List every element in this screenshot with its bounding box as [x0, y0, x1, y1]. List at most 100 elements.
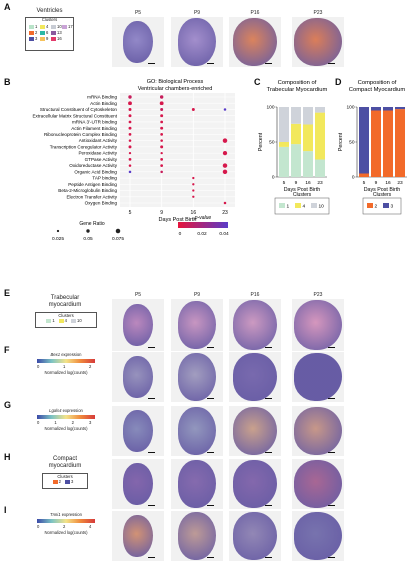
trabecular-tissue-section	[178, 301, 216, 349]
bar-title-1: Composition of	[358, 80, 397, 86]
cluster-id: 2	[35, 30, 38, 35]
go-dot	[128, 151, 132, 155]
go-term-label: GTPase Activity	[85, 157, 118, 162]
timepoint-label: P9	[193, 10, 201, 16]
expression-legend-title: Bex1 expression	[35, 352, 97, 357]
gene-name: Tnni1	[50, 512, 61, 517]
legend-item: 3	[65, 479, 73, 484]
go-dot	[160, 133, 164, 136]
lgals4-tissue-section	[233, 407, 277, 455]
scale-bar	[207, 398, 214, 400]
legend-label: 10	[77, 318, 82, 323]
panel-label-b: B	[4, 77, 11, 87]
go-dot	[128, 164, 132, 167]
go-term-label: Actin Filament Binding	[71, 126, 117, 131]
cluster-id: 13	[57, 30, 62, 35]
go-dot	[128, 95, 132, 99]
scale-bar	[328, 452, 335, 454]
timepoint-label: P9	[193, 292, 201, 298]
bar-title-2: Compact Myocardium	[349, 87, 406, 93]
go-dot	[222, 150, 228, 156]
legend-label: 3	[71, 479, 74, 484]
bar-segment	[315, 107, 325, 113]
color-legend-title: p-value	[194, 215, 212, 221]
ventricles-section-panel: P9	[171, 10, 223, 67]
legend-swatch	[71, 318, 76, 323]
expression-suffix: expression	[60, 352, 82, 357]
bex1-section-panel	[292, 352, 344, 402]
trabecular-tissue-section	[294, 300, 342, 350]
go-term-label: Peroxidase Activity	[78, 151, 117, 156]
bex1-expression-legend: Bex1 expression 0 1 2 Normalized log(counts)	[35, 352, 97, 382]
cluster-legend-item: 10	[51, 24, 62, 29]
bar-segment	[291, 107, 301, 124]
lgals4-section-panel	[112, 406, 164, 456]
expression-suffix: expression	[61, 408, 83, 413]
gradient-tick-label: 1	[63, 364, 66, 369]
compact-tissue-section	[294, 460, 342, 508]
cluster-legend-item: 4	[40, 24, 48, 29]
scale-bar	[328, 557, 335, 559]
bex1-tissue-section	[123, 356, 153, 398]
bar-legend-title: Clusters	[373, 192, 392, 198]
bar-segment	[371, 110, 381, 177]
scale-bar	[148, 557, 155, 559]
trabecular-legend-items: 1 4 10	[36, 318, 96, 323]
bex1-tissue-section	[294, 353, 342, 401]
lgals4-expression-legend: Lgals4 expression 0 1 2 3 Normalized log(coun…	[35, 408, 97, 438]
ventricles-tissue-section	[294, 18, 342, 66]
compact-tissue-section	[178, 460, 216, 508]
pvalue-gradient-bar	[178, 222, 228, 228]
go-term-label: Organic Acid Binding	[74, 169, 117, 174]
cluster-legend-item: 16	[51, 36, 62, 41]
go-term-label: Oxidoreductase Activity	[69, 163, 117, 168]
cluster-id: 9	[46, 36, 49, 41]
trabecular-legend-subtitle: Clusters	[58, 313, 74, 318]
bar-y-tick-label: 0	[272, 175, 275, 181]
panel-label-e: E	[4, 288, 11, 298]
cluster-legend-item: 2	[29, 30, 37, 35]
bar-y-tick-label: 50	[349, 140, 355, 146]
gradient-tick-label: 0	[37, 524, 40, 529]
cluster-id: 16	[57, 36, 62, 41]
go-dot	[223, 108, 227, 111]
ventricles-cluster-legend: Ventricles Clusters 1 2 3 4 6 9 10 13 16 17	[25, 8, 74, 51]
bar-legend-label: 2	[375, 204, 378, 210]
dotplot-title-1: GO: Biological Process	[147, 79, 204, 85]
timepoint-label: P23	[313, 10, 323, 16]
cluster-swatch	[40, 24, 45, 29]
bar-legend-label: 4	[303, 204, 306, 210]
panel-label-d: D	[335, 77, 342, 87]
size-legend-dot	[56, 229, 60, 233]
size-legend-title: Gene Ratio	[79, 221, 105, 227]
lgals4-tissue-section	[294, 407, 342, 455]
trabecular-section-panel: P5	[112, 292, 164, 351]
go-dot	[222, 163, 228, 168]
tnni1-section-panel	[229, 511, 281, 561]
bar-segment	[371, 107, 381, 111]
timepoint-label: P23	[313, 292, 323, 298]
go-dot	[160, 107, 164, 111]
bar-legend-label: 1	[287, 204, 290, 210]
bar-xlabel: Days Post Birth	[364, 187, 401, 193]
go-dot	[192, 195, 195, 198]
bex1-tissue-section	[178, 353, 216, 401]
legend-swatch	[46, 318, 52, 323]
expression-gradient-bar	[37, 415, 95, 419]
cluster-swatch	[29, 24, 34, 29]
bar-segment	[291, 123, 301, 145]
go-dot	[222, 138, 228, 143]
cluster-id: 3	[35, 36, 38, 41]
cluster-swatch	[51, 24, 56, 29]
bar-segment	[303, 124, 313, 152]
bar-xlabel: Days Post Birth	[284, 187, 321, 193]
dotplot-xlabel: Days Post Birth	[159, 217, 197, 223]
tnni1-tissue-section	[123, 515, 153, 557]
bar-segment	[383, 110, 393, 177]
go-dot	[128, 101, 132, 106]
go-dot	[128, 120, 132, 124]
go-dot	[160, 164, 164, 167]
tnni1-section-panel	[171, 511, 223, 561]
ventricles-section-panel: P5	[112, 10, 164, 67]
bex1-section-panel	[171, 352, 223, 402]
